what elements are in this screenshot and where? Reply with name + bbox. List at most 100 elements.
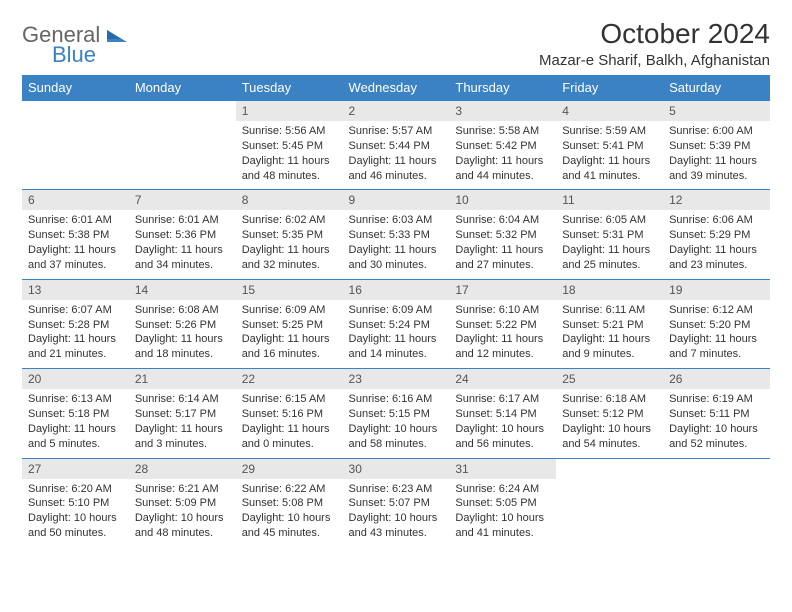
sunset-line: Sunset: 5:22 PM [455,318,550,333]
sunrise-line: Sunrise: 6:06 AM [669,213,764,228]
daylight-line: Daylight: 11 hours and 18 minutes. [135,332,230,362]
empty-cell [556,479,663,547]
day-cell: Sunrise: 6:16 AMSunset: 5:15 PMDaylight:… [343,389,450,458]
sunset-line: Sunset: 5:26 PM [135,318,230,333]
day-number-row: 12345 [22,101,770,122]
sunrise-line: Sunrise: 5:57 AM [349,124,444,139]
day-cell: Sunrise: 6:08 AMSunset: 5:26 PMDaylight:… [129,300,236,369]
day-number: 12 [663,190,770,211]
weekday-header: Monday [129,75,236,101]
daylight-line: Daylight: 11 hours and 44 minutes. [455,154,550,184]
day-number: 11 [556,190,663,211]
sunrise-line: Sunrise: 6:15 AM [242,392,337,407]
day-cell: Sunrise: 5:56 AMSunset: 5:45 PMDaylight:… [236,121,343,190]
sunrise-line: Sunrise: 6:02 AM [242,213,337,228]
day-number: 25 [556,369,663,390]
day-number-row: 13141516171819 [22,279,770,300]
day-cell: Sunrise: 6:01 AMSunset: 5:36 PMDaylight:… [129,210,236,279]
daylight-line: Daylight: 11 hours and 46 minutes. [349,154,444,184]
day-number: 27 [22,458,129,479]
weekday-header-row: SundayMondayTuesdayWednesdayThursdayFrid… [22,75,770,101]
day-cell: Sunrise: 6:22 AMSunset: 5:08 PMDaylight:… [236,479,343,547]
day-number: 13 [22,279,129,300]
empty-cell [663,458,770,479]
daylight-line: Daylight: 10 hours and 56 minutes. [455,422,550,452]
sunset-line: Sunset: 5:32 PM [455,228,550,243]
day-cell: Sunrise: 6:24 AMSunset: 5:05 PMDaylight:… [449,479,556,547]
day-cell: Sunrise: 6:11 AMSunset: 5:21 PMDaylight:… [556,300,663,369]
page-header: General Blue October 2024 Mazar-e Sharif… [22,18,770,69]
day-number: 8 [236,190,343,211]
day-cell: Sunrise: 6:12 AMSunset: 5:20 PMDaylight:… [663,300,770,369]
sunset-line: Sunset: 5:44 PM [349,139,444,154]
sunrise-line: Sunrise: 6:13 AM [28,392,123,407]
day-number: 23 [343,369,450,390]
sunrise-line: Sunrise: 6:07 AM [28,303,123,318]
day-cell: Sunrise: 6:17 AMSunset: 5:14 PMDaylight:… [449,389,556,458]
daylight-line: Daylight: 11 hours and 41 minutes. [562,154,657,184]
weekday-header: Saturday [663,75,770,101]
day-content-row: Sunrise: 5:56 AMSunset: 5:45 PMDaylight:… [22,121,770,190]
daylight-line: Daylight: 11 hours and 7 minutes. [669,332,764,362]
daylight-line: Daylight: 11 hours and 27 minutes. [455,243,550,273]
day-cell: Sunrise: 6:07 AMSunset: 5:28 PMDaylight:… [22,300,129,369]
day-number: 3 [449,101,556,122]
daylight-line: Daylight: 11 hours and 12 minutes. [455,332,550,362]
day-number: 20 [22,369,129,390]
day-cell: Sunrise: 6:21 AMSunset: 5:09 PMDaylight:… [129,479,236,547]
sunset-line: Sunset: 5:08 PM [242,496,337,511]
daylight-line: Daylight: 11 hours and 48 minutes. [242,154,337,184]
sunrise-line: Sunrise: 6:09 AM [349,303,444,318]
sunset-line: Sunset: 5:35 PM [242,228,337,243]
weekday-header: Friday [556,75,663,101]
empty-cell [129,101,236,122]
sunrise-line: Sunrise: 6:16 AM [349,392,444,407]
month-title: October 2024 [539,18,770,50]
day-number: 9 [343,190,450,211]
sunset-line: Sunset: 5:45 PM [242,139,337,154]
sunset-line: Sunset: 5:38 PM [28,228,123,243]
day-number: 29 [236,458,343,479]
day-number: 15 [236,279,343,300]
sunrise-line: Sunrise: 6:01 AM [28,213,123,228]
sunrise-line: Sunrise: 6:08 AM [135,303,230,318]
day-number: 24 [449,369,556,390]
daylight-line: Daylight: 11 hours and 34 minutes. [135,243,230,273]
sunrise-line: Sunrise: 6:03 AM [349,213,444,228]
day-cell: Sunrise: 6:20 AMSunset: 5:10 PMDaylight:… [22,479,129,547]
empty-cell [129,121,236,190]
day-number: 26 [663,369,770,390]
day-number: 31 [449,458,556,479]
title-block: October 2024 Mazar-e Sharif, Balkh, Afgh… [539,18,770,69]
sunset-line: Sunset: 5:12 PM [562,407,657,422]
daylight-line: Daylight: 11 hours and 25 minutes. [562,243,657,273]
sunset-line: Sunset: 5:24 PM [349,318,444,333]
daylight-line: Daylight: 10 hours and 50 minutes. [28,511,123,541]
day-cell: Sunrise: 6:02 AMSunset: 5:35 PMDaylight:… [236,210,343,279]
day-number: 19 [663,279,770,300]
day-number: 7 [129,190,236,211]
day-number: 21 [129,369,236,390]
sunset-line: Sunset: 5:39 PM [669,139,764,154]
empty-cell [22,121,129,190]
day-number: 22 [236,369,343,390]
day-cell: Sunrise: 6:06 AMSunset: 5:29 PMDaylight:… [663,210,770,279]
sunset-line: Sunset: 5:31 PM [562,228,657,243]
daylight-line: Daylight: 11 hours and 21 minutes. [28,332,123,362]
day-cell: Sunrise: 6:10 AMSunset: 5:22 PMDaylight:… [449,300,556,369]
day-cell: Sunrise: 6:05 AMSunset: 5:31 PMDaylight:… [556,210,663,279]
day-cell: Sunrise: 5:59 AMSunset: 5:41 PMDaylight:… [556,121,663,190]
daylight-line: Daylight: 10 hours and 43 minutes. [349,511,444,541]
sunrise-line: Sunrise: 6:14 AM [135,392,230,407]
logo-flag-icon [107,28,127,47]
daylight-line: Daylight: 11 hours and 37 minutes. [28,243,123,273]
day-cell: Sunrise: 6:18 AMSunset: 5:12 PMDaylight:… [556,389,663,458]
daylight-line: Daylight: 10 hours and 54 minutes. [562,422,657,452]
day-number: 28 [129,458,236,479]
sunrise-line: Sunrise: 6:01 AM [135,213,230,228]
day-number: 30 [343,458,450,479]
day-cell: Sunrise: 6:03 AMSunset: 5:33 PMDaylight:… [343,210,450,279]
daylight-line: Daylight: 11 hours and 16 minutes. [242,332,337,362]
daylight-line: Daylight: 10 hours and 48 minutes. [135,511,230,541]
sunset-line: Sunset: 5:28 PM [28,318,123,333]
